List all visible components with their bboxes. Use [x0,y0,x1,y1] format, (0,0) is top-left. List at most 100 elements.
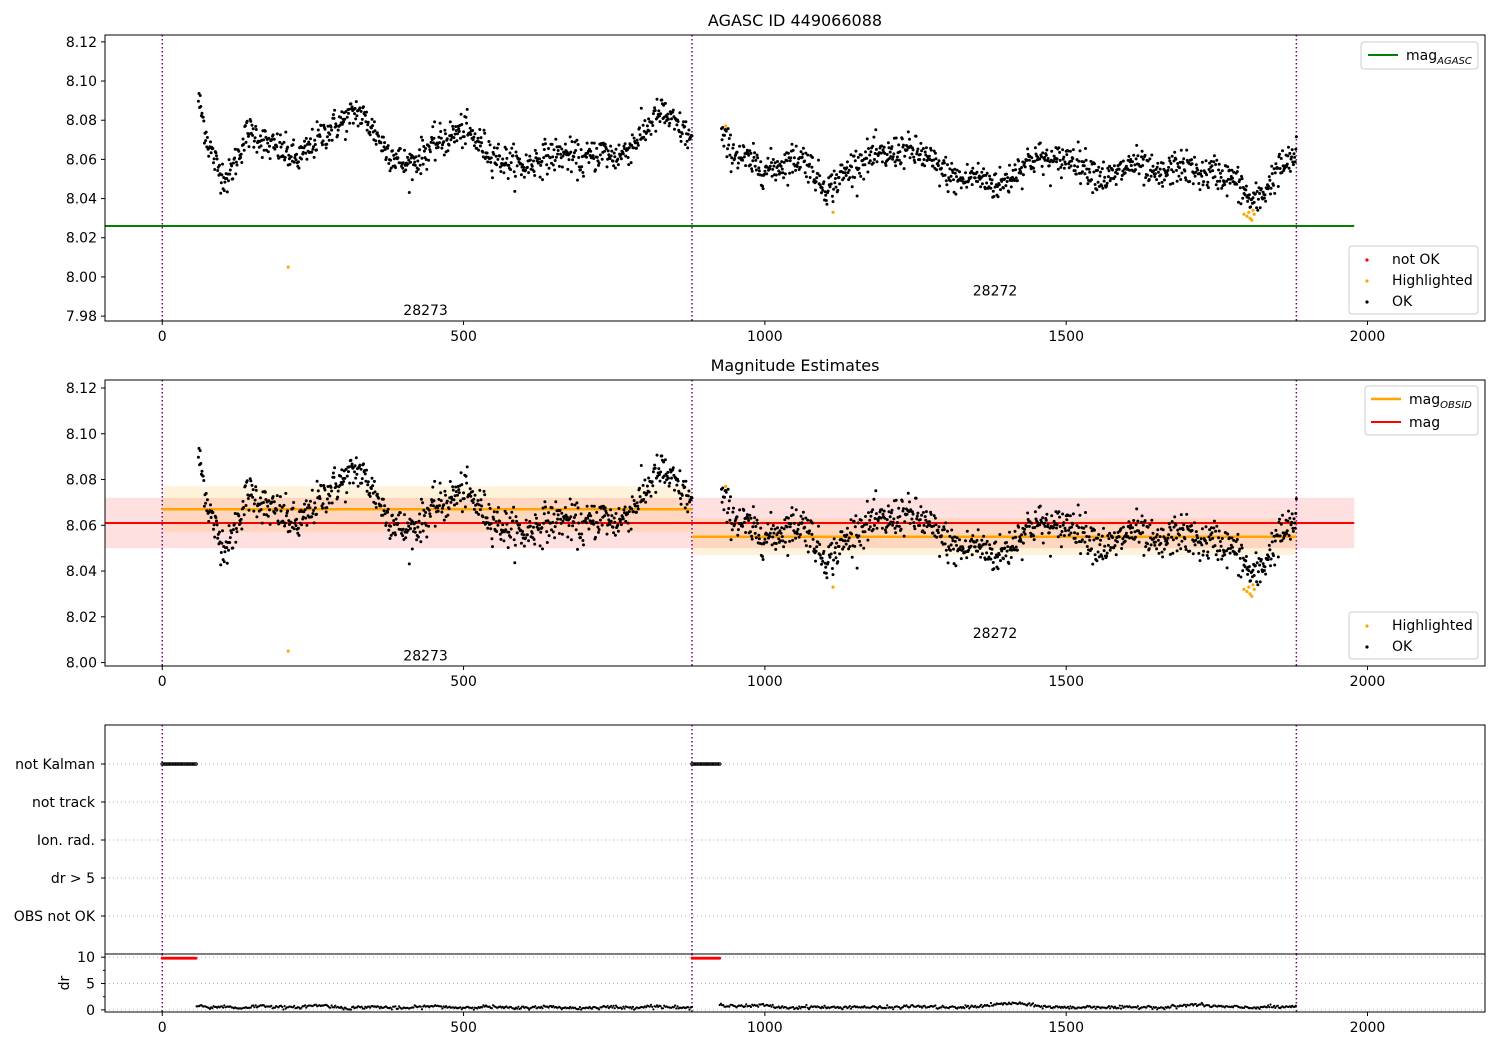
ok-point [1127,520,1131,524]
flag-mark [173,762,178,766]
ok-point [1259,558,1263,561]
ok-point [205,509,209,513]
ok-point [1077,159,1081,163]
ok-point [1290,148,1294,152]
ok-point [1014,535,1018,539]
ok-point [1216,187,1220,191]
ok-point [952,562,956,566]
ok-point [944,521,948,525]
ok-point [508,516,512,520]
ok-point [1084,147,1087,150]
legend-not-ok: not OK [1392,252,1440,268]
ok-point [1285,529,1289,533]
ok-point [897,524,901,528]
ok-point [849,153,853,157]
ok-point [1170,535,1174,539]
ok-point [846,539,850,543]
ok-point [348,481,352,485]
ok-point [679,139,683,143]
ok-point [824,199,828,202]
ok-point [922,523,926,527]
ok-point [360,481,364,485]
ok-point [366,480,370,484]
ok-point [1153,172,1157,176]
ok-point [397,513,400,517]
ok-point [322,484,326,487]
dr-point [1041,1007,1044,1010]
legend-lower-agasc: not OK Highlighted OK [1348,245,1479,315]
y-tick-label: 8.08 [66,473,97,489]
ok-point [439,136,443,140]
ok-point [730,528,734,532]
ok-point [581,539,585,542]
ok-point [392,153,396,157]
ok-point [543,500,547,504]
y-tick-label: 8.10 [66,74,97,90]
ok-point [874,512,878,516]
ok-point [204,139,208,143]
ok-point [286,509,290,513]
ok-point [944,179,948,183]
ok-point [666,117,670,121]
ok-point [980,552,984,556]
y-tick-label: 8.06 [66,518,97,534]
ok-point [267,136,271,140]
ok-point [1131,160,1134,164]
ok-point [313,138,317,142]
ok-point [810,165,814,169]
ok-point [791,170,795,174]
ok-point [365,489,369,493]
ok-point [374,502,378,505]
ok-point [770,161,773,165]
ok-point [905,512,909,516]
ok-point [451,127,455,131]
dr-point [273,1006,276,1009]
ok-point [465,121,469,125]
ok-point [964,539,967,543]
ok-point [1288,151,1292,155]
ok-point [1213,175,1217,179]
ok-point [1079,552,1083,556]
ok-point [772,531,776,535]
ok-point [721,126,725,129]
ok-point [1069,531,1073,535]
ok-point [745,513,749,517]
ok-point [659,112,663,116]
ok-point [312,509,315,512]
ok-point [278,495,282,499]
ok-point [566,535,570,539]
ok-point [1220,186,1224,190]
ok-point [1244,559,1248,563]
ok-point [253,498,257,502]
ok-point [429,503,433,507]
ok-point [291,506,295,510]
ok-point [432,136,436,140]
ok-point [835,173,839,177]
ok-point [1005,180,1009,183]
dr-point [1069,1005,1072,1008]
ok-point [383,148,387,151]
ok-point [1146,159,1150,163]
ok-point [677,130,681,134]
ok-point [439,499,443,503]
ok-point [432,499,436,503]
ok-point [286,145,290,149]
ok-point [729,133,732,137]
ok-point [765,540,769,544]
dr-point [1151,1007,1154,1011]
ok-point [753,516,757,520]
ok-point [1294,147,1298,151]
ok-point [1105,184,1109,188]
ok-point [1155,165,1159,169]
ok-point [262,148,266,152]
dr-point [612,1004,615,1007]
dr-point [1276,1004,1279,1007]
ok-point [557,532,561,535]
ok-point [414,155,418,159]
ok-point [1217,536,1221,540]
ok-point [1076,532,1080,536]
dr-point [980,1003,983,1006]
ok-point [465,465,469,469]
dr-point [963,1007,966,1010]
ok-point [1226,165,1230,169]
